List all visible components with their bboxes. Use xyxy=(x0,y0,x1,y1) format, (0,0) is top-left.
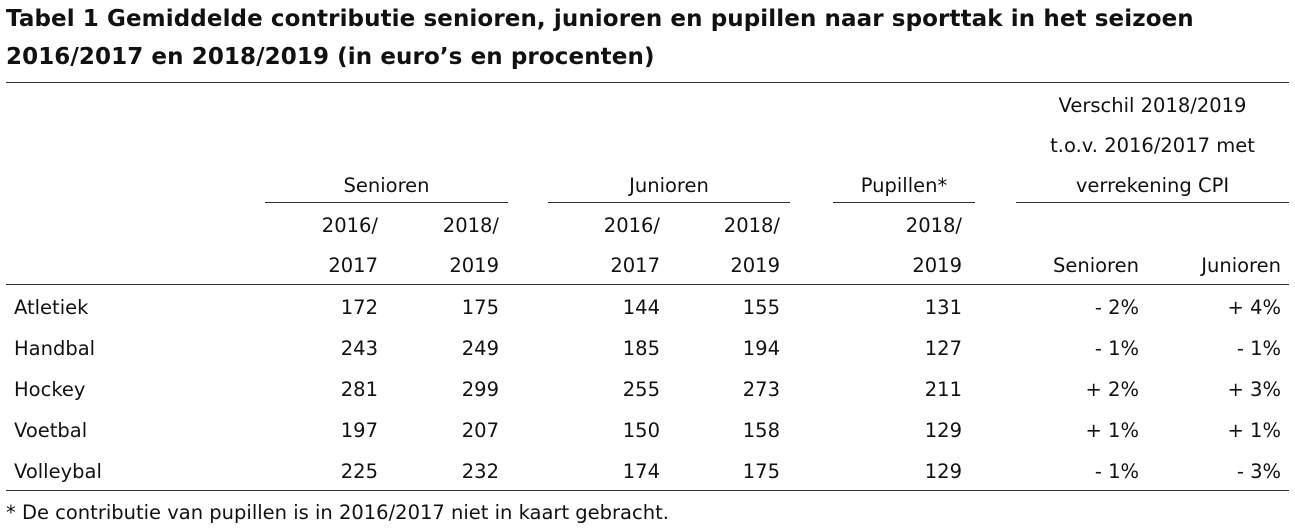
table-cell: 158 xyxy=(742,419,780,442)
group-header-verschil-line3: verrekening CPI xyxy=(1075,174,1230,197)
table-cell: 129 xyxy=(924,460,962,483)
header-rule xyxy=(6,284,1289,285)
group-rule-junioren xyxy=(548,202,790,203)
table-cell: - 2% xyxy=(1094,296,1139,319)
table-cell: 249 xyxy=(461,337,499,360)
col-header-line1: 2016/ xyxy=(321,214,378,237)
row-label-atletiek: Atletiek xyxy=(14,296,89,319)
row-label-voetbal: Voetbal xyxy=(14,419,88,442)
table-cell: 243 xyxy=(340,337,378,360)
table-cell: 194 xyxy=(742,337,780,360)
table-cell: 255 xyxy=(622,378,660,401)
table-cell: + 2% xyxy=(1085,378,1139,401)
col-header-line1: 2016/ xyxy=(603,214,660,237)
bottom-rule xyxy=(6,490,1289,491)
table-cell: - 3% xyxy=(1236,460,1281,483)
group-header-pupillen: Pupillen* xyxy=(860,174,948,197)
table-cell: 172 xyxy=(340,296,378,319)
table-cell: + 3% xyxy=(1227,378,1281,401)
table-cell: 211 xyxy=(924,378,962,401)
table-cell: 185 xyxy=(622,337,660,360)
row-label-hockey: Hockey xyxy=(14,378,86,401)
top-rule xyxy=(6,82,1289,83)
table-title: Tabel 1 Gemiddelde contributie senioren,… xyxy=(6,6,1194,70)
row-label-volleybal: Volleybal xyxy=(14,460,102,483)
col-header-line1: 2018/ xyxy=(442,214,499,237)
table-cell: 174 xyxy=(622,460,660,483)
group-rule-verschil xyxy=(1016,202,1289,203)
table-cell: + 4% xyxy=(1227,296,1281,319)
table-cell: - 1% xyxy=(1094,337,1139,360)
col-header-line2: 2019 xyxy=(449,254,499,277)
col-header-line2: 2017 xyxy=(328,254,378,277)
table-cell: - 1% xyxy=(1094,460,1139,483)
table-cell: - 1% xyxy=(1236,337,1281,360)
table-cell: 129 xyxy=(924,419,962,442)
col-header-junioren: Junioren xyxy=(1201,254,1281,277)
group-header-senioren: Senioren xyxy=(343,174,430,197)
table-cell: + 1% xyxy=(1227,419,1281,442)
group-rule-pupillen xyxy=(833,202,975,203)
table-cell: 131 xyxy=(924,296,962,319)
table-cell: 155 xyxy=(742,296,780,319)
table-cell: 281 xyxy=(340,378,378,401)
group-header-verschil-line1: Verschil 2018/2019 xyxy=(1058,94,1247,117)
row-label-handbal: Handbal xyxy=(14,337,96,360)
table-cell: 175 xyxy=(461,296,499,319)
col-header-line1: 2018/ xyxy=(905,214,962,237)
table-cell: 273 xyxy=(742,378,780,401)
table-cell: 299 xyxy=(461,378,499,401)
footnote: * De contributie van pupillen is in 2016… xyxy=(6,501,669,524)
col-header-line1: 2018/ xyxy=(723,214,780,237)
table-cell: 144 xyxy=(622,296,660,319)
group-rule-senioren xyxy=(265,202,508,203)
table-cell: 207 xyxy=(461,419,499,442)
table-cell: 232 xyxy=(461,460,499,483)
col-header-line2: 2019 xyxy=(912,254,962,277)
col-header-line2: 2017 xyxy=(610,254,660,277)
group-header-verschil-line2: t.o.v. 2016/2017 met xyxy=(1050,134,1255,157)
col-header-senioren: Senioren xyxy=(1052,254,1139,277)
table-cell: 150 xyxy=(622,419,660,442)
table-cell: 197 xyxy=(340,419,378,442)
col-header-line2: 2019 xyxy=(730,254,780,277)
table-cell: 127 xyxy=(924,337,962,360)
table-cell: + 1% xyxy=(1085,419,1139,442)
table-cell: 225 xyxy=(340,460,378,483)
group-header-junioren: Junioren xyxy=(629,174,709,197)
table-cell: 175 xyxy=(742,460,780,483)
